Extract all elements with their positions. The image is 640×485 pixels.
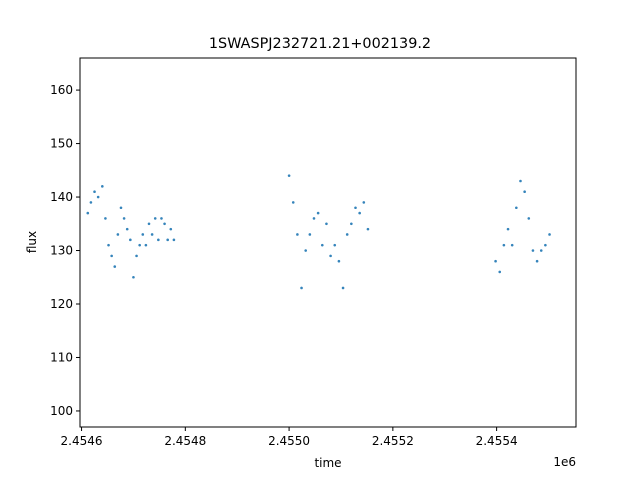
y-tick-label: 120 [50,297,73,311]
data-point [304,249,307,252]
data-point [153,217,157,220]
data-point [362,201,366,204]
data-point [96,195,100,199]
data-point [312,217,316,220]
x-tick-label: 2.4554 [476,434,518,448]
data-point [157,238,160,242]
x-axis-label: time [314,456,341,470]
data-point [125,227,129,231]
data-point [506,227,510,231]
data-point [86,211,90,215]
data-point [116,233,120,236]
data-point [93,190,96,193]
data-point [329,254,332,258]
data-point [150,233,154,236]
data-point [523,190,526,193]
data-point [135,254,138,258]
data-point [337,259,341,263]
data-point [498,270,502,274]
x-tick-label: 2.4548 [164,434,206,448]
data-point [539,249,543,252]
data-point [531,249,535,252]
x-axis-offset-label: 1e6 [553,455,576,469]
data-point [113,265,117,268]
data-point [535,259,539,263]
data-point [138,243,141,247]
data-point [544,243,547,247]
y-tick-label: 100 [50,404,73,418]
y-axis-label: flux [25,231,39,253]
data-point [358,211,361,215]
y-tick-label: 130 [50,244,73,258]
data-point [341,286,345,290]
x-tick-label: 2.4546 [61,434,103,448]
data-point [107,243,110,247]
data-point [291,201,295,204]
data-point [129,238,132,242]
data-point [350,222,353,226]
data-point [104,217,107,220]
data-point [144,243,148,247]
data-point [548,233,551,236]
data-point [287,174,291,177]
data-point [510,243,514,247]
data-point [366,227,370,231]
data-points [86,174,551,290]
data-point [502,243,506,247]
x-tick-label: 2.4550 [268,434,310,448]
chart-title: 1SWASPJ232721.21+002139.2 [209,36,431,52]
data-point [325,222,328,226]
data-point [320,243,324,247]
axes: 2.4546 2.4548 2.4550 2.4552 2.4554 100 110 120 1… [50,83,518,448]
data-point [494,259,497,263]
data-point [296,233,299,236]
y-tick-label: 150 [50,137,73,151]
x-tick-label: 2.4552 [372,434,414,448]
data-point [172,238,176,242]
data-point [119,206,123,210]
data-point [89,201,93,204]
y-tick-label: 160 [50,83,73,97]
data-point [308,233,312,236]
data-point [169,227,173,231]
data-point [147,222,151,226]
data-point [110,254,113,258]
data-point [527,217,531,220]
data-point [345,233,349,236]
data-point [160,217,163,220]
data-point [300,286,303,290]
data-point [515,206,518,210]
data-point [141,233,145,236]
data-point [163,222,166,226]
data-point [354,206,357,210]
y-tick-label: 110 [50,350,73,364]
data-point [166,238,169,242]
plot-frame [79,57,577,428]
data-point [101,185,104,188]
data-point [333,243,337,247]
data-point [519,179,522,183]
y-tick-label: 140 [50,190,73,204]
data-point [132,275,135,279]
data-point [122,217,126,220]
data-point [316,211,320,215]
